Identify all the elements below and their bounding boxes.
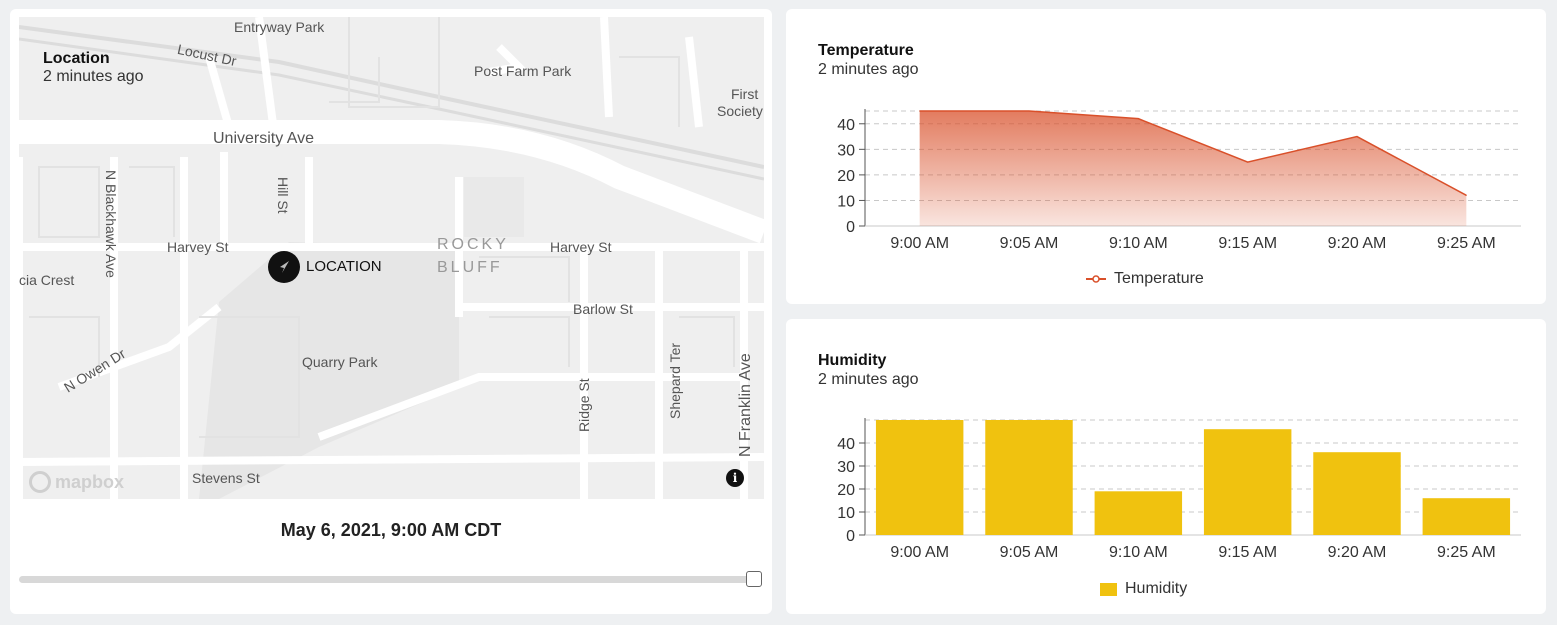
x-tick-label: 9:00 AM — [890, 544, 949, 561]
y-tick-label: 0 — [846, 219, 855, 236]
x-tick-label: 9:15 AM — [1218, 544, 1277, 561]
map-label-cia-crest: cia Crest — [19, 272, 75, 288]
time-slider[interactable] — [19, 576, 755, 583]
panel-subtitle: 2 minutes ago — [818, 371, 919, 388]
humidity-bar — [875, 420, 964, 535]
temperature-area — [919, 111, 1467, 226]
humidity-bar — [1422, 498, 1511, 535]
marker-label: LOCATION — [306, 258, 382, 275]
y-tick-label: 10 — [837, 193, 855, 210]
temperature-point — [1137, 118, 1139, 120]
y-tick-label: 40 — [837, 117, 855, 134]
map-label-harvey-st-west: Harvey St — [167, 239, 229, 255]
x-tick-label: 9:00 AM — [890, 235, 949, 252]
humidity-legend[interactable]: Humidity — [1100, 580, 1187, 598]
map-roads — [19, 17, 764, 499]
humidity-bar — [1313, 452, 1401, 535]
temperature-chart: 0 10 20 30 40 9:00 AM 9:05 AM 9:10 AM 9:15 AM 9:2… — [837, 109, 1521, 252]
time-slider-thumb[interactable] — [746, 571, 762, 587]
map-label-entryway-park: Entryway Park — [234, 19, 325, 35]
info-icon[interactable]: i — [726, 469, 744, 487]
y-tick-label: 20 — [837, 482, 855, 499]
panel-title: Humidity — [818, 352, 887, 369]
humidity-bar — [1094, 491, 1183, 535]
x-tick-label: 9:05 AM — [1000, 235, 1059, 252]
panel-title: Location — [43, 50, 110, 67]
map-label-bluff: BLUFF — [437, 259, 503, 276]
map-label-n-franklin-ave: N Franklin Ave — [737, 353, 754, 457]
temperature-point — [1356, 136, 1358, 138]
navigation-arrow-icon — [280, 261, 289, 273]
map-label-shepard-ter: Shepard Ter — [667, 342, 683, 419]
temperature-line — [919, 110, 1467, 196]
line-legend-icon — [1086, 275, 1106, 283]
temperature-point — [1028, 110, 1030, 112]
humidity-panel: Humidity 2 minutes ago 0 10 20 30 40 9:00 AM 9… — [786, 319, 1546, 614]
map-label-harvey-st-east: Harvey St — [550, 239, 612, 255]
x-tick-label: 9:10 AM — [1109, 544, 1168, 561]
temperature-point — [919, 110, 921, 112]
location-panel: Location 2 minutes ago Entryway Park Loc… — [10, 9, 772, 614]
map-view[interactable]: Location 2 minutes ago Entryway Park Loc… — [19, 17, 764, 499]
humidity-chart: 0 10 20 30 40 9:00 AM 9:05 AM 9:10 AM 9:15 AM 9:2… — [837, 418, 1521, 561]
y-tick-label: 20 — [837, 168, 855, 185]
panel-title: Temperature — [818, 42, 914, 59]
location-marker[interactable] — [268, 251, 300, 283]
map-label-first: First — [731, 86, 759, 102]
y-tick-label: 30 — [837, 142, 855, 159]
panel-subtitle: 2 minutes ago — [43, 68, 144, 85]
humidity-legend-label: Humidity — [1125, 580, 1188, 597]
map-label-quarry-park: Quarry Park — [302, 354, 378, 370]
mapbox-logo-text: mapbox — [55, 471, 125, 492]
mapbox-logo[interactable]: mapbox — [29, 471, 124, 493]
map-label-rocky: ROCKY — [437, 236, 509, 253]
temperature-point — [1465, 194, 1467, 196]
panel-subtitle: 2 minutes ago — [818, 61, 919, 78]
y-tick-label: 30 — [837, 459, 855, 476]
x-tick-label: 9:20 AM — [1328, 235, 1387, 252]
x-tick-label: 9:05 AM — [1000, 544, 1059, 561]
x-tick-label: 9:15 AM — [1218, 235, 1277, 252]
map-label-hill-st: Hill St — [275, 177, 291, 214]
y-tick-label: 40 — [837, 436, 855, 453]
y-tick-label: 0 — [846, 528, 855, 545]
map-label-post-farm-park: Post Farm Park — [474, 63, 572, 79]
humidity-bar — [985, 420, 1073, 535]
map-label-n-blackhawk-ave: N Blackhawk Ave — [103, 170, 119, 278]
timestamp-label: May 6, 2021, 9:00 AM CDT — [280, 520, 502, 540]
humidity-bar — [1203, 429, 1292, 535]
x-tick-label: 9:25 AM — [1437, 544, 1496, 561]
y-tick-label: 10 — [837, 505, 855, 522]
map-label-barlow-st: Barlow St — [573, 301, 633, 317]
map-label-society: Society — [717, 103, 763, 119]
temperature-panel: Temperature 2 minutes ago 0 10 20 30 40 9:00 … — [786, 9, 1546, 304]
map-label-university-ave: University Ave — [213, 130, 315, 147]
map-label-ridge-st: Ridge St — [576, 378, 592, 432]
x-tick-label: 9:10 AM — [1109, 235, 1168, 252]
x-tick-label: 9:20 AM — [1328, 544, 1387, 561]
x-tick-label: 9:25 AM — [1437, 235, 1496, 252]
temperature-legend-label: Temperature — [1114, 270, 1204, 287]
mapbox-logo-icon — [29, 471, 51, 493]
map-label-stevens-st: Stevens St — [192, 470, 260, 486]
temperature-point — [1247, 161, 1249, 163]
temperature-legend[interactable]: Temperature — [1086, 270, 1204, 288]
bar-legend-icon — [1100, 582, 1117, 596]
